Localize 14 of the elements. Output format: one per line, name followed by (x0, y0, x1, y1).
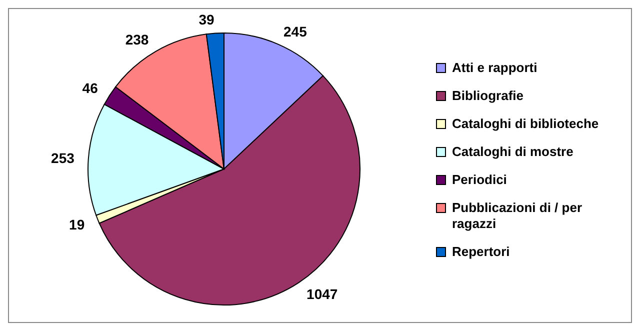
data-label: 39 (198, 11, 214, 28)
legend-label: Bibliografie (452, 88, 524, 104)
data-label: 46 (82, 80, 98, 96)
data-label: 253 (51, 150, 75, 166)
data-label: 19 (69, 216, 85, 232)
legend-label: Periodici (452, 172, 507, 188)
legend-label: Cataloghi di mostre (452, 144, 574, 160)
data-label: 1047 (306, 286, 338, 302)
legend-label: Cataloghi di biblioteche (452, 116, 599, 132)
legend-label: Atti e rapporti (452, 60, 538, 76)
data-label: 238 (125, 31, 149, 48)
legend-label: Pubblicazioni di / per ragazzi (452, 200, 584, 232)
data-label: 245 (284, 23, 308, 40)
legend-label: Repertori (452, 244, 510, 260)
